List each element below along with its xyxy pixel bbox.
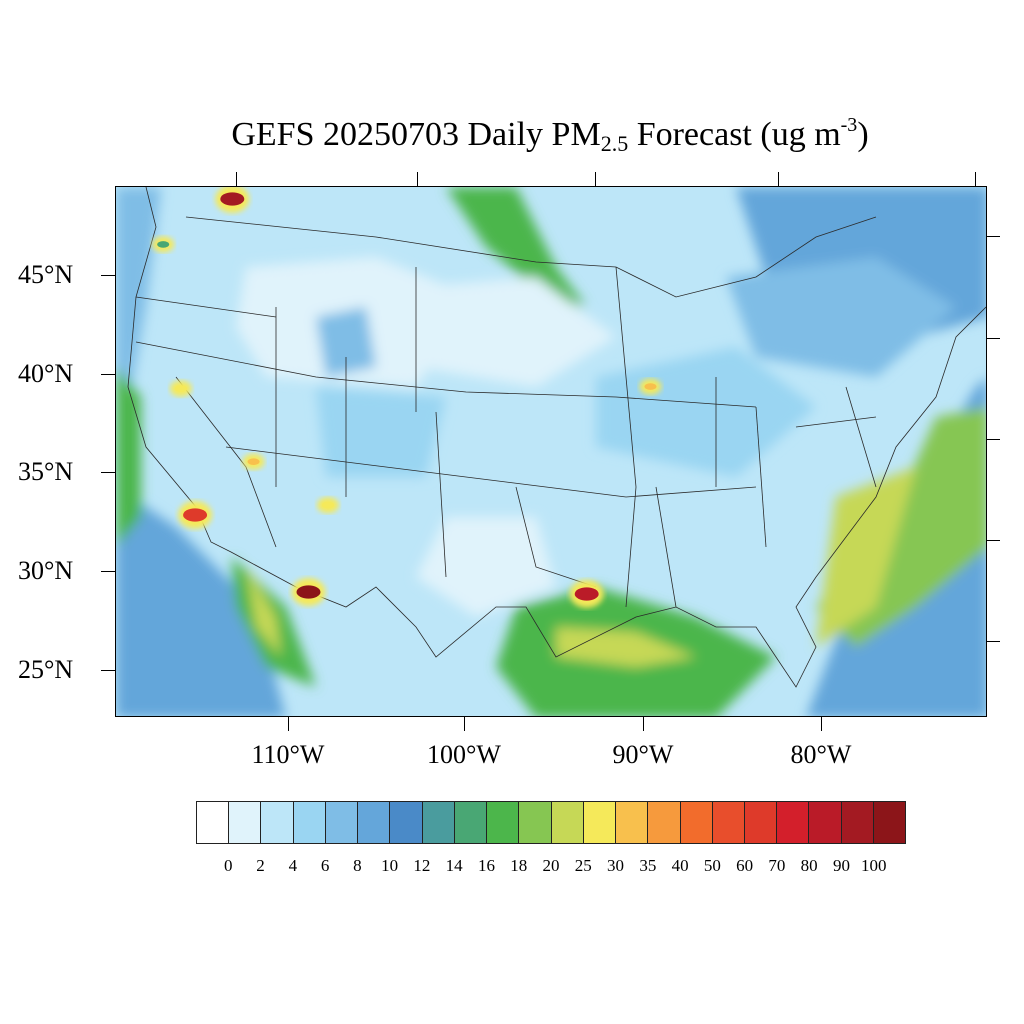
hotspot-arizona — [296, 585, 321, 599]
title-close: ) — [857, 116, 869, 153]
concentration-field — [116, 187, 986, 716]
colorbar-box — [583, 802, 617, 843]
colorbar-label: 20 — [542, 856, 560, 875]
top-tick-1 — [236, 172, 237, 186]
colorbar-box — [422, 802, 455, 843]
colorbar-box — [261, 802, 294, 843]
colorbar-box — [454, 802, 488, 843]
hotspot-utah-south — [247, 458, 260, 465]
title-subscript: 2.5 — [600, 131, 629, 156]
right-tick-5 — [986, 641, 1000, 642]
hotspot-layer — [152, 187, 662, 608]
colorbar-label: 16 — [477, 856, 495, 875]
colorbar-label: 100 — [860, 856, 887, 875]
colorbar-box — [519, 802, 552, 843]
colorbar-label: 0 — [224, 856, 233, 875]
bottom-tick-4 — [821, 717, 822, 731]
lat-label-45: 45°N — [18, 260, 74, 289]
lon-label-110w: 110°W — [251, 740, 325, 769]
colorbar-label: 8 — [353, 856, 362, 875]
bottom-tick-1 — [288, 717, 289, 731]
left-tick-1 — [101, 275, 115, 276]
colorbar-box — [358, 802, 391, 843]
colorbar-label: 14 — [445, 856, 463, 875]
pm25-map — [116, 187, 986, 716]
colorbar-label: 40 — [671, 856, 689, 875]
lat-label-35: 35°N — [18, 457, 74, 486]
map-panel — [115, 186, 987, 717]
colorbar-box — [487, 802, 520, 843]
hotspot-washington — [157, 241, 170, 248]
colorbar-box — [744, 802, 778, 843]
left-tick-3 — [101, 472, 115, 473]
bottom-tick-2 — [464, 717, 465, 731]
lat-label-40: 40°N — [18, 359, 74, 388]
colorbar-label: 18 — [510, 856, 528, 875]
lat-label-30: 30°N — [18, 556, 74, 585]
colorbar-box — [712, 802, 745, 843]
right-tick-1 — [986, 236, 1000, 237]
colorbar-box — [616, 802, 649, 843]
colorbar-label: 25 — [574, 856, 592, 875]
colorbar-box — [873, 802, 906, 843]
colorbar-box — [809, 802, 842, 843]
colorbar-box — [229, 802, 262, 843]
colorbar-label: 90 — [832, 856, 850, 875]
title-superscript: -3 — [840, 114, 858, 136]
title-text: GEFS 20250703 Daily PM — [231, 116, 601, 153]
left-tick-5 — [101, 670, 115, 671]
top-tick-5 — [975, 172, 976, 186]
colorbar-label: 6 — [320, 856, 330, 875]
colorbar-box — [680, 802, 713, 843]
colorbar — [196, 801, 906, 844]
right-tick-4 — [986, 540, 1000, 541]
left-tick-4 — [101, 571, 115, 572]
colorbar-box — [648, 802, 681, 843]
hotspot-southern-california — [183, 508, 208, 522]
right-tick-2 — [986, 338, 1000, 339]
colorbar-box — [197, 802, 230, 843]
lon-label-100w: 100°W — [427, 740, 501, 769]
colorbar-box — [293, 802, 326, 843]
hotspot-illinois — [644, 383, 657, 390]
boundary-lines — [127, 187, 986, 688]
colorbar-label: 35 — [639, 856, 657, 875]
colorbar-box — [551, 802, 584, 843]
colorbar-label: 80 — [800, 856, 818, 875]
lat-label-25: 25°N — [18, 655, 74, 684]
colorbar-label: 30 — [607, 856, 625, 875]
colorbar-label: 10 — [381, 856, 399, 875]
left-tick-2 — [101, 374, 115, 375]
top-tick-2 — [417, 172, 418, 186]
colorbar-box — [390, 802, 423, 843]
colorbar-label: 12 — [413, 856, 431, 875]
top-tick-3 — [595, 172, 596, 186]
hotspot-nevada — [174, 385, 187, 392]
colorbar-label: 4 — [288, 856, 298, 875]
hotspot-louisiana — [574, 587, 599, 601]
top-tick-4 — [778, 172, 779, 186]
lon-label-90w: 90°W — [612, 740, 674, 769]
colorbar-label: 2 — [256, 856, 265, 875]
hotspot-new-mexico — [321, 501, 334, 509]
right-tick-3 — [986, 439, 1000, 440]
chart-title: GEFS 20250703 Daily PM2.5 Forecast (ug m… — [0, 114, 1024, 157]
bottom-tick-3 — [643, 717, 644, 731]
colorbar-label: 50 — [703, 856, 721, 875]
colorbar-box — [777, 802, 810, 843]
lon-label-80w: 80°W — [790, 740, 852, 769]
title-units: Forecast (ug m — [628, 116, 841, 153]
hotspot-northern-idaho — [220, 192, 245, 206]
colorbar-box — [841, 802, 874, 843]
colorbar-label: 70 — [768, 856, 786, 875]
colorbar-label: 60 — [736, 856, 754, 875]
colorbar-box — [325, 802, 359, 843]
